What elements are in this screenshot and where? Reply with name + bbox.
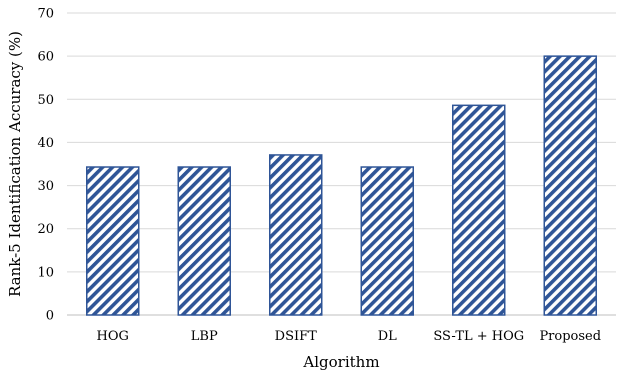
- x-axis-title: Algorithm: [302, 353, 379, 371]
- x-tick-label: HOG: [97, 329, 129, 344]
- bar-dsift: [269, 154, 323, 316]
- bar-hog: [86, 166, 140, 316]
- bar-lbp: [177, 166, 231, 316]
- y-tick-label: 0: [46, 309, 54, 324]
- bars: [86, 55, 597, 316]
- x-tick-label: DL: [378, 329, 397, 344]
- y-axis-ticks: 0 10 20 30 40 50 60 70: [37, 7, 54, 324]
- x-tick-label: Proposed: [539, 329, 601, 344]
- bar-dl: [360, 166, 414, 316]
- y-tick-label: 60: [37, 50, 54, 65]
- y-tick-label: 70: [37, 7, 54, 22]
- bar-ss-tl-hog: [452, 104, 506, 316]
- y-tick-label: 10: [37, 265, 54, 280]
- bar-proposed: [543, 55, 597, 316]
- y-tick-label: 40: [37, 136, 54, 151]
- y-tick-label: 30: [37, 179, 54, 194]
- x-tick-label: SS-TL + HOG: [433, 329, 524, 344]
- gridlines: [67, 12, 616, 316]
- y-tick-label: 50: [37, 93, 54, 108]
- y-axis-title: Rank-5 Identification Accuracy (%): [6, 31, 24, 297]
- y-tick-label: 20: [37, 222, 54, 237]
- x-tick-label: LBP: [191, 329, 218, 344]
- x-tick-label: DSIFT: [275, 329, 317, 344]
- x-axis-ticks: HOG LBP DSIFT DL SS-TL + HOG Proposed: [97, 329, 602, 344]
